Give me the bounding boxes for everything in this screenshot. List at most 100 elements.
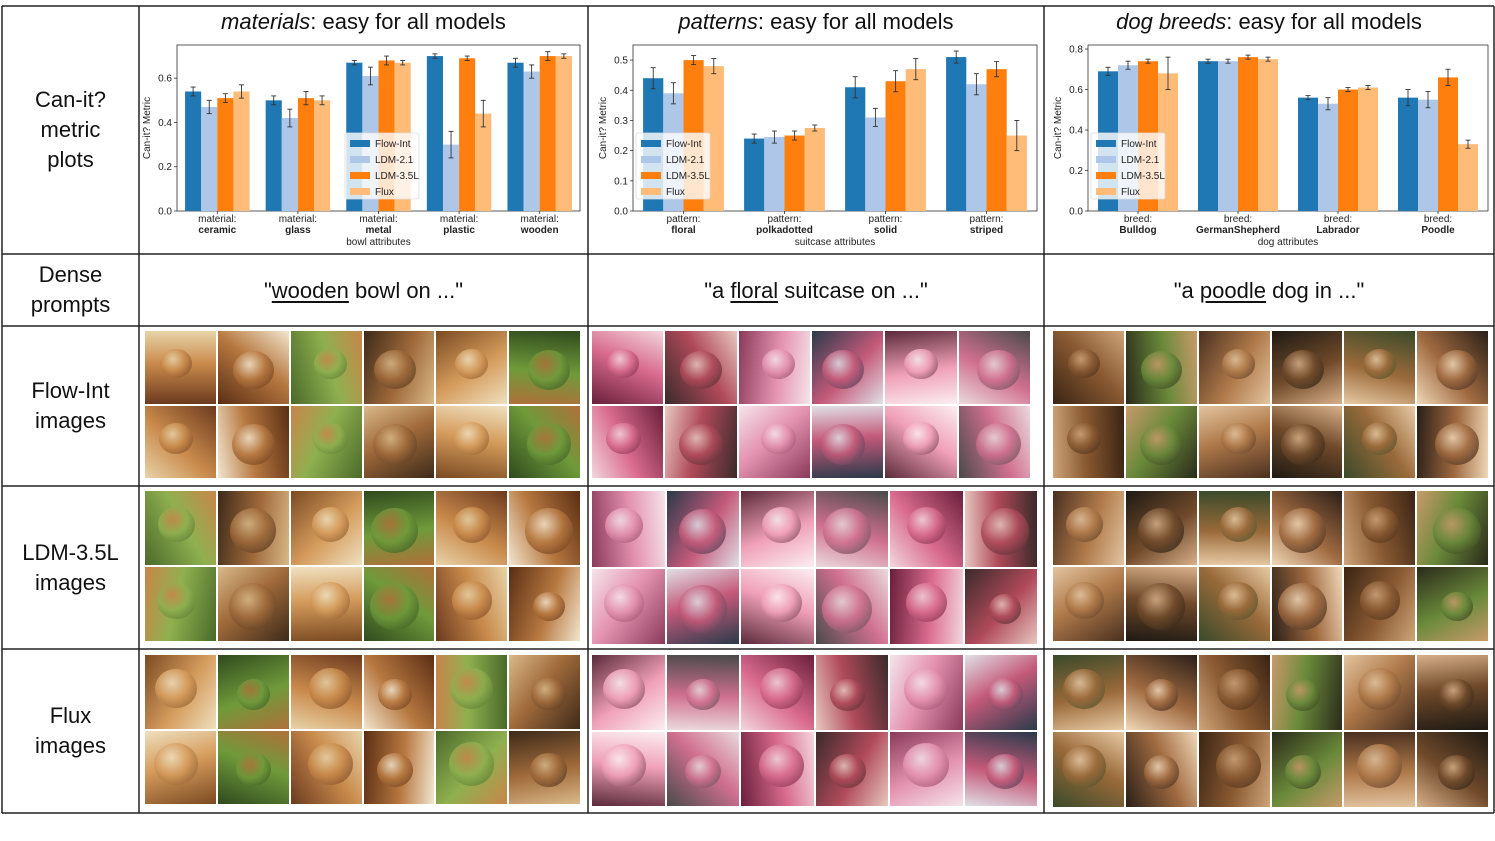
generated-image-tile [592, 331, 664, 404]
bar-LDM-3.5L-plastic [459, 58, 476, 211]
generated-image-tile [290, 405, 362, 478]
generated-image-tile [1417, 491, 1488, 565]
generated-image-tile [509, 405, 580, 478]
generated-image-tile [363, 405, 435, 478]
generated-image-tile [665, 331, 737, 404]
bar-LDM-3.5L-glass [297, 98, 315, 211]
y-tick-label: 0.6 [1069, 85, 1083, 96]
image-subject-shape [1433, 507, 1481, 554]
image-subject-shape [684, 754, 721, 789]
bar-Flow-Int-Labrador [1298, 97, 1318, 211]
image-subject-shape [903, 743, 950, 788]
image-subject-shape [903, 422, 939, 455]
y-tick-label: 0.0 [158, 207, 172, 218]
generated-image-tile [815, 731, 888, 806]
generated-image-tile [290, 730, 362, 804]
bar-LDM-2.1-GermanShepherd [1218, 61, 1238, 211]
generated-image-tile [363, 331, 435, 404]
image-subject-shape [1363, 348, 1397, 380]
bar-Flux-solid [905, 69, 926, 212]
generated-image-tile [1344, 405, 1416, 478]
generated-image-tile [964, 655, 1037, 730]
image-subject-shape [1440, 591, 1473, 622]
image-subject-shape [679, 423, 723, 465]
generated-image-tile [741, 491, 814, 567]
generated-image-tile [665, 405, 737, 478]
image-subject-shape [761, 422, 797, 455]
x-axis-label: dog attributes [1258, 237, 1319, 248]
y-axis-label: Can-it? Metric [598, 97, 609, 159]
image-subject-shape [987, 678, 1023, 712]
generated-image-tile [964, 568, 1037, 644]
generated-image-tile [741, 731, 814, 806]
y-tick-label: 0.1 [614, 176, 628, 187]
bar-Flow-Int-plastic [426, 56, 443, 211]
legend-box [1090, 132, 1166, 200]
x-tick-prefix: pattern: [667, 214, 701, 225]
x-tick-label: striped [970, 225, 1003, 236]
legend-swatch [1096, 156, 1116, 163]
image-subject-shape [371, 508, 419, 554]
image-subject-shape [830, 678, 865, 711]
legend-entry: Flow-Int [666, 139, 702, 150]
image-subject-shape [678, 585, 728, 633]
generated-image-tile [1417, 567, 1488, 641]
image-subject-shape [762, 507, 801, 544]
y-axis-label: Can-it? Metric [1053, 97, 1064, 159]
bar-LDM-2.1-solid [865, 117, 886, 211]
generated-image-tile [145, 331, 216, 404]
image-subject-shape [1219, 506, 1258, 543]
image-subject-shape [372, 423, 417, 465]
generated-image-tile [509, 655, 580, 729]
image-subject-shape [314, 349, 347, 379]
image-subject-shape [230, 508, 277, 553]
legend-entry: Flux [666, 187, 685, 198]
bar-Flux-glass [314, 100, 331, 211]
image-subject-shape [1278, 582, 1328, 631]
image-subject-shape [232, 350, 274, 389]
bar-LDM-3.5L-solid [885, 81, 906, 211]
generated-image-tile [741, 655, 814, 730]
x-tick-prefix: material: [521, 214, 559, 225]
y-tick-label: 0.0 [614, 207, 628, 218]
generated-image-tile [890, 655, 963, 730]
bar-Flux-Poodle [1458, 144, 1478, 211]
image-subject-shape [606, 422, 641, 455]
generated-image-tile [964, 491, 1037, 567]
bar-LDM-2.1-striped [966, 84, 987, 211]
bar-Flux-plastic [475, 113, 492, 211]
x-tick-prefix: breed: [1224, 214, 1252, 225]
generated-image-tile [1344, 732, 1416, 807]
y-tick-label: 0.8 [1069, 45, 1083, 56]
bar-LDM-2.1-wooden [523, 71, 540, 211]
generated-image-tile [1198, 732, 1270, 807]
image-subject-shape [759, 668, 804, 710]
image-subject-shape [821, 423, 866, 465]
bar-LDM-3.5L-Labrador [1338, 89, 1358, 211]
x-tick-prefix: breed: [1124, 214, 1152, 225]
image-subject-shape [1280, 423, 1325, 465]
image-subject-shape [1063, 668, 1106, 710]
image-subject-shape [1360, 506, 1399, 543]
generated-image-tile [890, 731, 963, 806]
generated-image-tile [509, 730, 580, 804]
generated-image-tile [1125, 655, 1197, 730]
image-subject-shape [160, 349, 193, 379]
generated-image-tile [1198, 491, 1270, 565]
image-subject-shape [601, 744, 647, 787]
bar-LDM-2.1-plastic [442, 144, 460, 211]
ldm-3-5l-poodles-image-grid [1053, 491, 1488, 641]
image-subject-shape [377, 678, 412, 711]
generated-image-tile [812, 331, 884, 404]
bar-Flow-Int-solid [845, 87, 866, 211]
generated-image-tile [290, 567, 362, 641]
legend-entry: LDM-2.1 [1121, 155, 1160, 166]
generated-image-tile [1271, 491, 1343, 565]
image-subject-shape [904, 348, 938, 380]
flux-poodles-image-grid [1053, 655, 1488, 807]
generated-image-tile [1053, 567, 1124, 641]
legend-swatch [350, 172, 370, 179]
image-subject-shape [1281, 350, 1324, 390]
image-subject-shape [904, 668, 949, 710]
generated-image-tile [509, 491, 580, 565]
